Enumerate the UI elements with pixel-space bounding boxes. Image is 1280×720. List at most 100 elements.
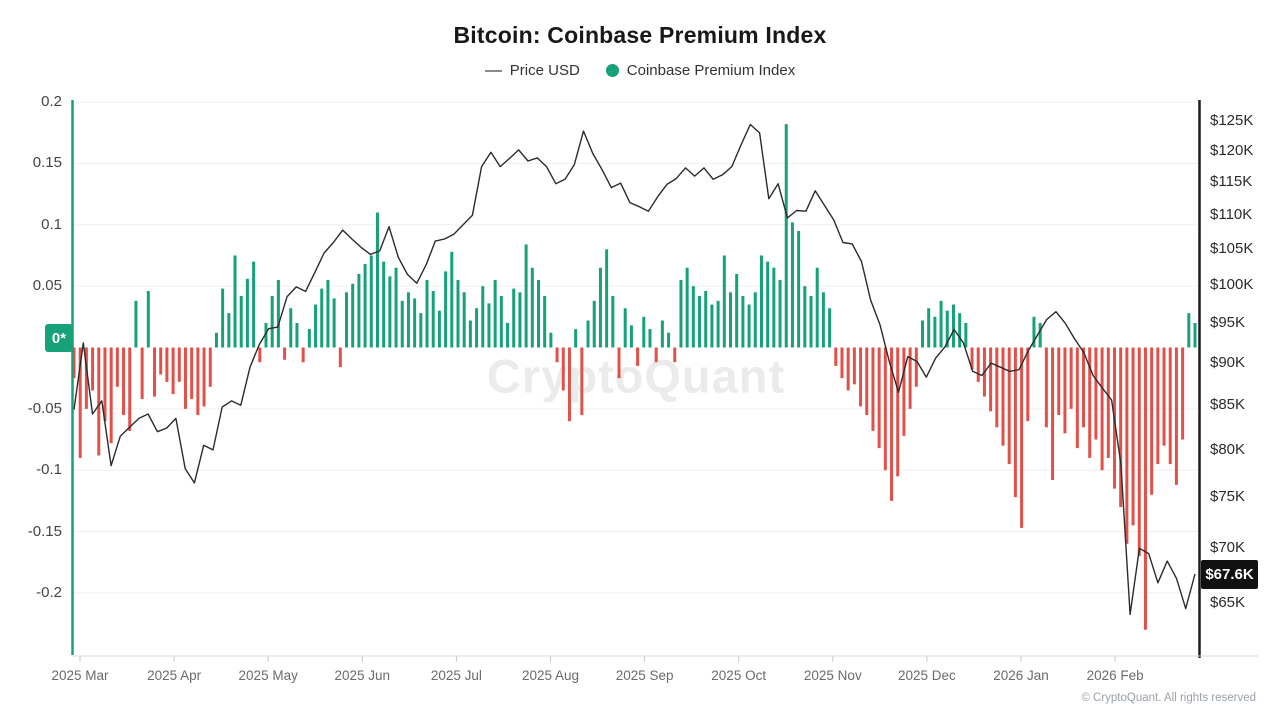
- premium-bar: [995, 347, 999, 428]
- x-axis-label: 2025 Aug: [521, 668, 580, 683]
- premium-bar: [338, 347, 342, 368]
- x-axis-label: 2025 Oct: [711, 668, 767, 683]
- premium-bar: [283, 347, 287, 360]
- premium-bar: [320, 288, 324, 348]
- premium-bar: [214, 332, 218, 348]
- x-axis-label: 2025 Dec: [897, 668, 956, 683]
- premium-bar: [326, 280, 330, 348]
- premium-bar: [1094, 347, 1098, 440]
- premium-bar: [183, 347, 187, 409]
- premium-bar: [555, 347, 559, 363]
- left-axis-label: 0.05: [32, 277, 62, 295]
- premium-bar: [617, 347, 621, 379]
- premium-bar: [134, 300, 138, 348]
- premium-bar: [846, 347, 850, 391]
- premium-bar: [493, 280, 497, 348]
- premium-bar: [1001, 347, 1005, 446]
- copyright: © CryptoQuant. All rights reserved: [1081, 692, 1256, 704]
- premium-bar: [890, 347, 894, 501]
- premium-bar: [245, 278, 249, 348]
- premium-bar: [716, 300, 720, 348]
- premium-bar: [97, 347, 101, 456]
- x-axis-label: 2025 Jun: [334, 668, 391, 683]
- left-axis-label: -0.1: [36, 461, 62, 479]
- premium-bar: [400, 300, 404, 348]
- premium-bar: [920, 320, 924, 348]
- premium-bar: [883, 347, 887, 471]
- premium-bar: [171, 347, 175, 395]
- x-axis-label: 2026 Jan: [993, 668, 1049, 683]
- premium-bar: [976, 347, 980, 382]
- premium-bar: [202, 347, 206, 407]
- premium-bar: [1156, 347, 1160, 465]
- premium-bar: [276, 280, 280, 348]
- premium-bar: [295, 322, 299, 348]
- premium-bar: [1168, 347, 1172, 465]
- x-axis-label: 2025 Sep: [615, 668, 674, 683]
- premium-bar: [159, 347, 163, 375]
- legend-item-premium[interactable]: Coinbase Premium Index: [605, 62, 795, 79]
- premium-bar: [834, 347, 838, 366]
- legend-item-price[interactable]: Price USD: [484, 62, 580, 79]
- premium-bar: [1187, 313, 1191, 348]
- premium-bar: [766, 261, 770, 348]
- premium-bar: [865, 347, 869, 415]
- premium-bar: [852, 347, 856, 385]
- premium-bar: [1131, 347, 1135, 526]
- premium-bar: [902, 347, 906, 436]
- premium-bar: [499, 295, 503, 348]
- premium-bar: [939, 300, 943, 348]
- watermark: CryptoQuant: [486, 349, 786, 403]
- right-axis-label: $85K: [1210, 396, 1246, 414]
- premium-bar: [815, 267, 819, 348]
- premium-bar: [382, 261, 386, 348]
- premium-bar: [543, 295, 547, 348]
- premium-bar: [468, 320, 472, 348]
- premium-bar: [567, 347, 571, 422]
- right-axis-label: $125K: [1210, 112, 1254, 129]
- premium-bar: [759, 255, 763, 348]
- premium-bar: [753, 292, 757, 348]
- premium-bar: [722, 255, 726, 348]
- premium-bar: [772, 267, 776, 348]
- premium-bar: [487, 303, 491, 348]
- premium-bar: [933, 316, 937, 348]
- premium-bar: [270, 295, 274, 348]
- premium-bar: [642, 316, 646, 348]
- premium-bar: [78, 347, 82, 458]
- left-axis-label: -0.05: [27, 399, 62, 417]
- premium-bar: [258, 347, 262, 363]
- premium-bar: [264, 322, 268, 348]
- legend: Price USD Coinbase Premium Index: [0, 62, 1280, 79]
- premium-bar: [859, 347, 863, 407]
- premium-bar: [394, 267, 398, 348]
- price-line-icon: [484, 69, 502, 72]
- premium-bar: [908, 347, 912, 409]
- premium-bar: [518, 292, 522, 348]
- premium-bar: [345, 292, 349, 348]
- premium-bar: [586, 320, 590, 348]
- premium-bar: [115, 347, 119, 387]
- premium-bar: [667, 332, 671, 348]
- premium-bar: [580, 347, 584, 415]
- premium-bar: [710, 304, 714, 348]
- premium-bar: [456, 280, 460, 348]
- premium-bar: [747, 304, 751, 348]
- premium-bar: [660, 320, 664, 348]
- premium-bar: [388, 276, 392, 348]
- left-axis-label: 0.1: [41, 215, 62, 233]
- x-axis-label: 2025 Mar: [51, 668, 109, 683]
- premium-bar: [1063, 347, 1067, 434]
- premium-bar: [945, 310, 949, 348]
- premium-bar: [530, 267, 534, 348]
- zero-badge: 0*: [45, 324, 73, 352]
- right-axis-label: $120K: [1210, 142, 1254, 160]
- premium-bar: [1082, 347, 1086, 428]
- premium-bar: [1020, 347, 1024, 528]
- premium-bar: [790, 222, 794, 348]
- premium-bar: [1032, 316, 1036, 348]
- premium-bar: [574, 329, 578, 348]
- premium-bar: [419, 313, 423, 348]
- premium-bar: [673, 347, 677, 363]
